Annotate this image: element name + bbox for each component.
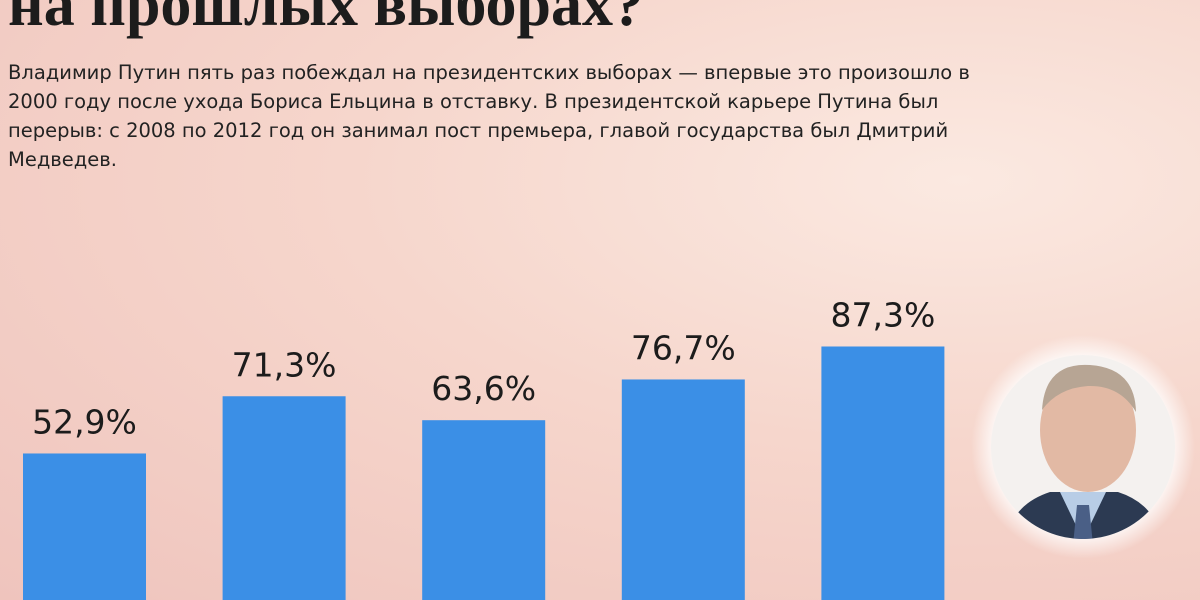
- value-label: 52,9%: [32, 402, 137, 441]
- value-label: 63,6%: [431, 369, 536, 408]
- portrait: [971, 335, 1195, 559]
- value-label: 87,3%: [830, 295, 935, 334]
- bar: [621, 379, 745, 600]
- chart-subtitle: Владимир Путин пять раз побеждал на през…: [8, 61, 970, 171]
- chart-title: на прошлых выборах?: [8, 0, 645, 39]
- bar: [422, 420, 546, 600]
- bar: [222, 396, 346, 600]
- bar: [23, 453, 146, 600]
- value-label: 76,7%: [631, 328, 736, 367]
- bar: [821, 346, 945, 600]
- value-label: 71,3%: [232, 345, 337, 384]
